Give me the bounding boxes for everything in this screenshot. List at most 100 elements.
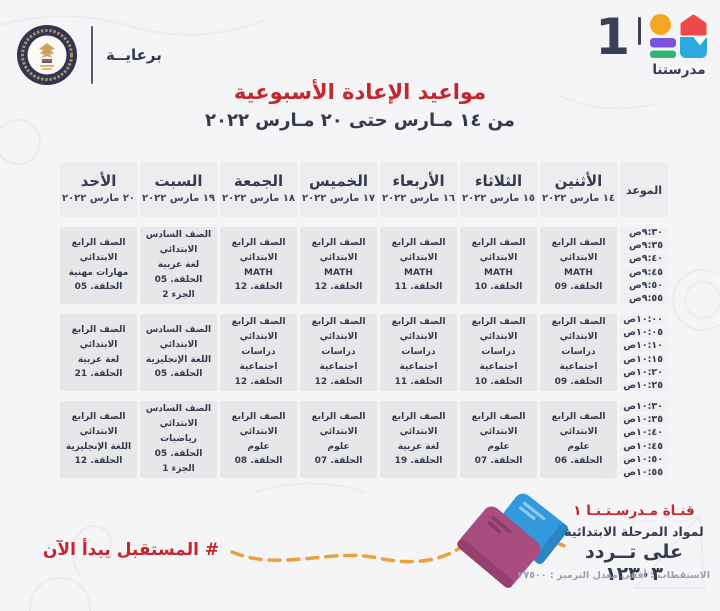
day-date: ٢٠ مارس ٢٠٢٢ — [61, 193, 136, 204]
channel-name: قنـاة مـدرسـتـنـا ١ — [573, 503, 695, 519]
cell-subject: علوم — [487, 441, 510, 452]
cell-episode: الحلقة. 08 — [234, 456, 283, 467]
schedule-cell: الصف الرابع الابتدائي دراسات اجتماعية ال… — [540, 314, 617, 391]
cell-grade: الصف الرابع الابتدائي — [471, 411, 526, 437]
schedule-cell: الصف الرابع الابتدائي MATH الحلقة. 11 — [380, 227, 457, 304]
cell-subject: MATH — [484, 267, 513, 278]
schedule-table: الموعد الأثنين ١٤ مارس ٢٠٢٢ الثلاثاء ١٥ … — [60, 163, 668, 479]
cell-grade: الصف الرابع الابتدائي — [551, 317, 606, 343]
schedule-cell: الصف الرابع الابتدائي دراسات اجتماعية ال… — [220, 314, 297, 391]
day-name: الأثنين — [554, 172, 603, 190]
cell-episode: الحلقة. 11 — [394, 282, 443, 293]
channel-brand: 1 مدرستنا — [595, 8, 708, 78]
cell-subject: MATH — [404, 267, 433, 278]
cell-grade: الصف الرابع الابتدائي — [551, 411, 606, 437]
cell-subject: اللغة الإنجليزية — [145, 354, 212, 365]
day-header: السبت ١٩ مارس ٢٠٢٢ — [140, 163, 217, 217]
cell-subject: اللغة الإنجليزية — [65, 441, 132, 452]
time-column-block-1: ٩:٣٠ص ٩:٣٥ص ٩:٤٠ص ٩:٤٥ص ٩:٥٠ص ٩:٥٥ص — [620, 227, 668, 305]
time-column-block-3: ١٠:٣٠ص ١٠:٣٥ص ١٠:٤٠ص ١٠:٤٥ص ١٠:٥٠ص ١٠:٥٥ص — [620, 401, 668, 479]
day-header: الأربعاء ١٦ مارس ٢٠٢٢ — [380, 163, 457, 217]
cell-subject: MATH — [564, 267, 593, 278]
cell-grade: الصف الرابع الابتدائي — [551, 237, 606, 263]
cell-subject: دراسات اجتماعية — [239, 347, 278, 372]
time-slot: ١٠:٣٠ص — [620, 401, 668, 413]
schedule-cell: الصف الرابع الابتدائي علوم الحلقة. 06 — [540, 401, 617, 478]
cell-episode: الحلقة. 11 — [394, 376, 443, 387]
time-slot: ٩:٣٠ص — [620, 227, 668, 239]
hashtag-slogan: # المستقبل يبدأ الآن — [42, 540, 220, 560]
brand-number: 1 — [595, 8, 630, 66]
day-name: الجمعة — [233, 172, 284, 190]
channel-info-block: قنـاة مـدرسـتـنـا ١ لمواد المرحلة الابتد… — [558, 503, 710, 585]
schedule-cell: الصف الرابع الابتدائي علوم الحلقة. 08 — [220, 401, 297, 478]
cell-grade: الصف الرابع الابتدائي — [311, 317, 366, 343]
cell-episode: الحلقة. 07 — [314, 456, 363, 467]
cell-episode: الحلقة. 19 — [394, 456, 443, 467]
day-name: الثلاثاء — [474, 172, 523, 190]
cell-grade: الصف الرابع الابتدائي — [471, 317, 526, 343]
schedule-cell: الصف الرابع الابتدائي دراسات اجتماعية ال… — [460, 314, 537, 391]
cell-episode: الحلقة. 05 — [154, 448, 203, 459]
cell-episode: الحلقة. 12 — [234, 376, 283, 387]
time-slot: ١٠:٥٥ص — [620, 466, 668, 479]
cell-episode: الحلقة. 12 — [74, 456, 123, 467]
day-name: الأربعاء — [392, 172, 445, 190]
channel-frequency: على تــردد ١٢٣٠٣ — [584, 541, 683, 585]
time-slot: ٩:٥٥ص — [620, 292, 668, 305]
time-slot: ١٠:٠٠ص — [620, 314, 668, 326]
day-date: ١٧ مارس ٢٠٢٢ — [301, 193, 376, 204]
time-slot: ٩:٥٠ص — [620, 279, 668, 291]
day-name: الأحد — [80, 172, 117, 190]
cell-grade: الصف الرابع الابتدائي — [71, 324, 126, 350]
day-header: الأحد ٢٠ مارس ٢٠٢٢ — [60, 163, 137, 217]
cell-grade: الصف الرابع الابتدائي — [391, 317, 446, 343]
channel-description: لمواد المرحلة الابتدائية — [564, 524, 704, 539]
cell-subject: رياضيات — [160, 434, 197, 445]
time-slot: ١٠:١٥ص — [620, 353, 668, 365]
brand-divider — [638, 17, 641, 45]
cell-subject: MATH — [324, 267, 353, 278]
cell-subject: علوم — [247, 441, 270, 452]
cell-subject: لغة عربية — [397, 441, 440, 452]
day-date: ١٩ مارس ٢٠٢٢ — [141, 193, 216, 204]
day-header: الجمعة ١٨ مارس ٢٠٢٢ — [220, 163, 297, 217]
schedule-cell: الصف الرابع الابتدائي دراسات اجتماعية ال… — [300, 314, 377, 391]
books-illustration — [457, 493, 569, 588]
cell-part: الجزء 2 — [162, 289, 195, 300]
time-slot: ١٠:١٠ص — [620, 340, 668, 352]
time-slot: ١٠:٣٥ص — [620, 414, 668, 426]
day-date: ١٨ مارس ٢٠٢٢ — [221, 193, 296, 204]
day-header: الخميس ١٧ مارس ٢٠٢٢ — [300, 163, 377, 217]
time-slot: ٩:٤٥ص — [620, 266, 668, 278]
time-slot: ١٠:٥٠ص — [620, 453, 668, 465]
cell-episode: الحلقة. 10 — [474, 282, 523, 293]
time-slot: ١٠:٤٥ص — [620, 440, 668, 452]
schedule-cell: الصف الرابع الابتدائي MATH الحلقة. 12 — [220, 227, 297, 304]
cell-episode: الحلقة. 12 — [314, 282, 363, 293]
cell-grade: الصف الرابع الابتدائي — [471, 237, 526, 263]
time-slot: ١٠:٢٥ص — [620, 379, 668, 392]
cell-grade: الصف الرابع الابتدائي — [71, 237, 126, 263]
day-name: السبت — [154, 172, 203, 190]
cell-grade: الصف الرابع الابتدائي — [391, 411, 446, 437]
page-title: مواعيد الإعادة الأسبوعية — [233, 80, 487, 104]
cell-episode: الحلقة. 09 — [554, 376, 603, 387]
cell-episode: الحلقة. 06 — [554, 456, 603, 467]
schedule-cell: الصف الرابع الابتدائي لغة عربية الحلقة. … — [380, 401, 457, 478]
channel-technical-details: الاستقطاب : أفقى معدل الترميز : ٢٧٥٠٠ — [517, 570, 710, 581]
time-column-header: الموعد — [620, 163, 668, 217]
cell-grade: الصف السادس الابتدائي — [145, 230, 212, 256]
cell-grade: الصف الرابع الابتدائي — [311, 237, 366, 263]
time-column-block-2: ١٠:٠٠ص ١٠:٠٥ص ١٠:١٠ص ١٠:١٥ص ١٠:٢٠ص ١٠:٢٥ص — [620, 314, 668, 392]
sponsor-divider — [91, 26, 93, 84]
schedule-cell: الصف الرابع الابتدائي دراسات اجتماعية ال… — [380, 314, 457, 391]
schedule-cell: الصف الرابع الابتدائي MATH الحلقة. 09 — [540, 227, 617, 304]
time-slot: ١٠:٤٠ص — [620, 427, 668, 439]
cell-episode: الحلقة. 10 — [474, 376, 523, 387]
day-date: ١٥ مارس ٢٠٢٢ — [461, 193, 536, 204]
cell-episode: الحلقة. 12 — [234, 282, 283, 293]
cell-episode: الحلقة. 05 — [74, 282, 123, 293]
cell-subject: لغة عربية — [157, 260, 200, 271]
